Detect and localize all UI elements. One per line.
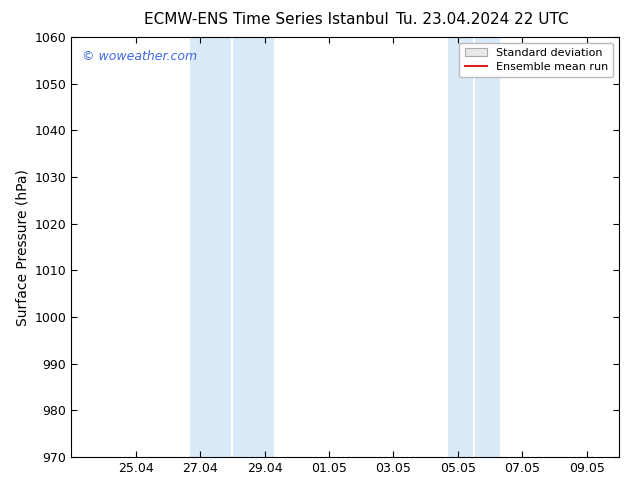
Bar [448,37,500,457]
Text: ECMW-ENS Time Series Istanbul: ECMW-ENS Time Series Istanbul [144,12,389,27]
Y-axis label: Surface Pressure (hPa): Surface Pressure (hPa) [15,169,29,325]
Text: © woweather.com: © woweather.com [82,50,197,63]
Legend: Standard deviation, Ensemble mean run: Standard deviation, Ensemble mean run [459,43,614,77]
Text: Tu. 23.04.2024 22 UTC: Tu. 23.04.2024 22 UTC [396,12,568,27]
Bar [190,37,275,457]
